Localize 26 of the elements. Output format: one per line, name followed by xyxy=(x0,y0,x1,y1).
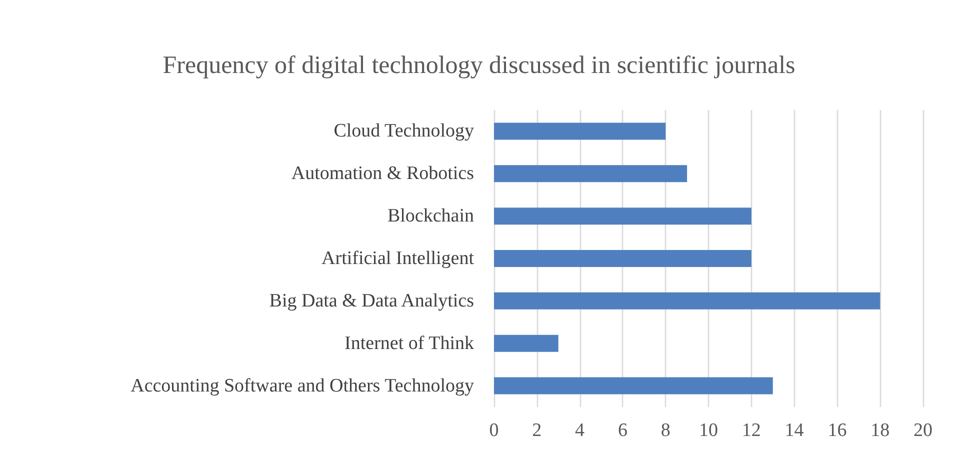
x-tick-label: 14 xyxy=(784,420,804,441)
x-tick-label: 20 xyxy=(914,420,932,441)
x-tick-label: 12 xyxy=(742,420,761,441)
x-tick-label: 4 xyxy=(575,420,586,441)
bar xyxy=(494,165,688,182)
y-tick-label: Automation & Robotics xyxy=(291,163,474,184)
x-tick-label: 0 xyxy=(489,420,499,441)
bar xyxy=(494,292,880,310)
bar xyxy=(494,250,752,267)
y-tick-label: Accounting Software and Others Technology xyxy=(130,375,474,396)
bar xyxy=(494,334,558,352)
y-tick-label: Cloud Technology xyxy=(334,120,474,142)
chart-title: Frequency of digital technology discussed in scientific journals xyxy=(162,52,796,79)
x-tick-label: 18 xyxy=(870,420,890,441)
y-tick-label: Blockchain xyxy=(387,206,474,227)
y-tick-label: Artificial Intelligent xyxy=(322,248,475,269)
x-tick-label: 10 xyxy=(699,420,718,441)
x-tick-label: 16 xyxy=(828,420,847,441)
y-tick-label: Big Data & Data Analytics xyxy=(269,290,474,312)
bar xyxy=(494,122,666,140)
x-tick-label: 8 xyxy=(660,420,670,441)
x-tick-label: 6 xyxy=(618,420,628,441)
bar xyxy=(494,377,773,394)
x-tick-label: 2 xyxy=(532,420,542,441)
y-tick-label: Internet of Think xyxy=(344,332,474,354)
bar xyxy=(494,208,752,225)
